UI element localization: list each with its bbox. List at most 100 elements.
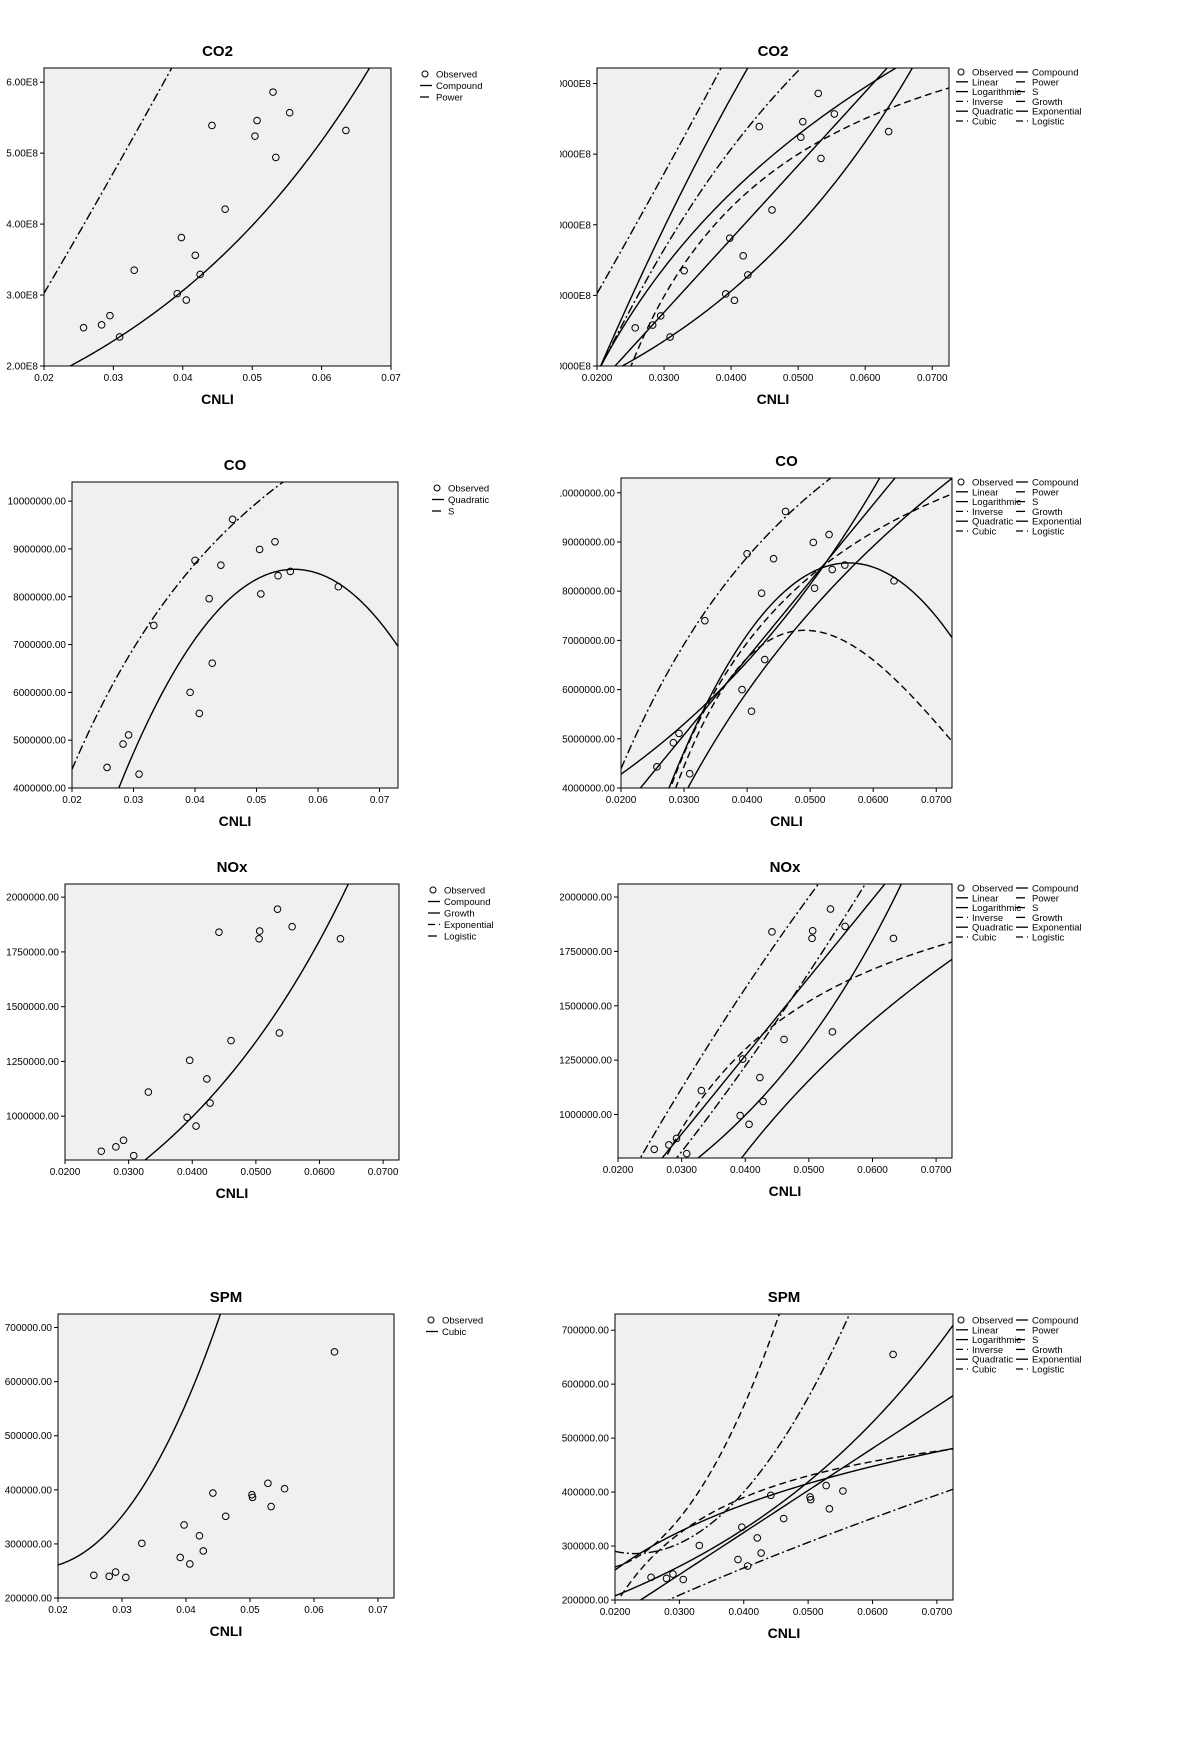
fit-curve-compound	[143, 884, 350, 1160]
observed-point	[271, 153, 280, 162]
observed-points	[97, 905, 345, 1160]
observed-point	[177, 233, 186, 242]
fit-curve-compound	[620, 68, 914, 366]
legend-label: Cubic	[972, 933, 997, 944]
legend-label: Quadratic	[972, 923, 1013, 934]
plot-area	[617, 883, 953, 1159]
y-tick-label: 1750000.00	[560, 947, 612, 958]
x-tick-label: 0.03	[112, 1605, 132, 1616]
chart-panel-co2-simple: CO2 0.02 0.03 0.04 0.05 0.06 0.07 2.00E8 3.00E8 4…	[0, 0, 560, 430]
legend-label: Quadratic	[448, 495, 489, 506]
chart-title: CO2	[758, 43, 789, 60]
observed-point	[830, 110, 839, 118]
legend-label: Linear	[972, 893, 998, 904]
x-tick-label: 0.0700	[921, 795, 952, 806]
observed-point	[285, 108, 294, 117]
y-tick-label: 1000000.00	[560, 1110, 612, 1121]
fit-curve-logarithmic	[740, 958, 952, 1158]
observed-point	[221, 205, 229, 213]
observed-point	[208, 121, 216, 130]
y-tick-label: 1500000.00	[6, 1002, 59, 1013]
fit-curve-logarithmic	[615, 1447, 953, 1571]
observed-point	[669, 738, 678, 747]
observed-points	[647, 1350, 897, 1584]
observed-point	[115, 333, 124, 341]
observed-point	[631, 324, 640, 332]
fit-curve-quadratic	[599, 68, 749, 366]
observed-point	[756, 1073, 764, 1082]
chart-title: NOx	[770, 860, 802, 876]
legend-label: Power	[1032, 77, 1059, 88]
legend-label: Quadratic	[972, 107, 1013, 118]
observed-point	[721, 290, 730, 298]
x-tick-label: 0.05	[247, 795, 267, 806]
y-tick-label: 9000000.00	[13, 544, 66, 555]
plot-area	[596, 67, 950, 367]
observed-point	[759, 1097, 767, 1106]
y-tick-label: 6000000.00	[13, 688, 66, 699]
observed-points	[90, 1348, 339, 1582]
legend-label: Logistic	[1032, 527, 1064, 538]
observed-point	[810, 584, 819, 593]
legend-symbol-observed	[427, 1316, 435, 1324]
observed-point	[744, 271, 752, 279]
legend-label: Exponential	[1032, 107, 1082, 118]
observed-point	[248, 1493, 257, 1502]
x-tick-label: 0.0200	[600, 1607, 631, 1618]
fit-curve-cubic	[58, 1314, 222, 1566]
x-tick-label: 0.0300	[666, 1165, 697, 1176]
y-tick-label: 300000.00	[5, 1539, 53, 1550]
observed-point	[736, 1111, 744, 1120]
legend-label: Inverse	[972, 97, 1003, 108]
observed-point	[653, 763, 661, 771]
observed-point	[680, 266, 688, 275]
observed-point	[135, 770, 143, 778]
x-tick-label: 0.0500	[241, 1167, 272, 1178]
y-tick-label: 2.00E8	[6, 362, 38, 373]
x-tick-label: 0.02	[62, 795, 82, 806]
y-tick-label: 10000000.00	[8, 497, 67, 508]
legend-symbol-observed	[957, 1316, 965, 1324]
x-tick-label: 0.0600	[850, 373, 881, 384]
legend-label: Logarithmic	[972, 1335, 1021, 1346]
legend-symbol-observed	[433, 484, 441, 492]
observed-point	[739, 252, 747, 260]
fit-curve-linear	[639, 1395, 953, 1600]
fit-curve-inverse	[664, 941, 952, 1158]
legend-label: Growth	[1032, 913, 1063, 924]
y-tick-label: 6000000.00	[562, 685, 615, 696]
observed-point	[227, 1036, 235, 1045]
legend-label: Inverse	[972, 507, 1003, 518]
observed-point	[79, 323, 88, 332]
observed-point	[119, 740, 127, 748]
observed-point	[255, 934, 263, 943]
y-tick-label: 8000000.00	[562, 587, 615, 598]
observed-point	[253, 116, 261, 125]
x-tick-label: 0.0700	[917, 373, 948, 384]
observed-point	[669, 1570, 677, 1578]
legend-label: Logistic	[1032, 1365, 1064, 1376]
legend-label: Compound	[1032, 68, 1078, 79]
observed-point	[280, 1484, 289, 1493]
observed-point	[203, 1075, 211, 1083]
y-tick-label: 600000.00	[562, 1380, 610, 1391]
chart-title: CO	[224, 457, 247, 474]
legend-label: Power	[1032, 1325, 1059, 1336]
x-tick-label: 0.0400	[177, 1167, 208, 1178]
observed-point	[768, 928, 776, 936]
observed-point	[725, 234, 734, 242]
x-tick-label: 0.0300	[664, 1607, 695, 1618]
y-tick-label: 200000.00	[562, 1596, 610, 1607]
observed-point	[271, 537, 279, 546]
chart-title: NOx	[217, 860, 249, 876]
legend-label: Compound	[1032, 884, 1078, 895]
x-tick-label: 0.0600	[857, 1607, 888, 1618]
legend-label: Linear	[972, 1325, 998, 1336]
observed-point	[747, 707, 756, 716]
observed-point	[662, 1574, 671, 1583]
x-tick-label: 0.0400	[730, 1165, 761, 1176]
legend-symbol-observed	[957, 884, 965, 892]
y-tick-label: 600000.00	[5, 1377, 53, 1388]
x-tick-label: 0.0300	[649, 373, 680, 384]
